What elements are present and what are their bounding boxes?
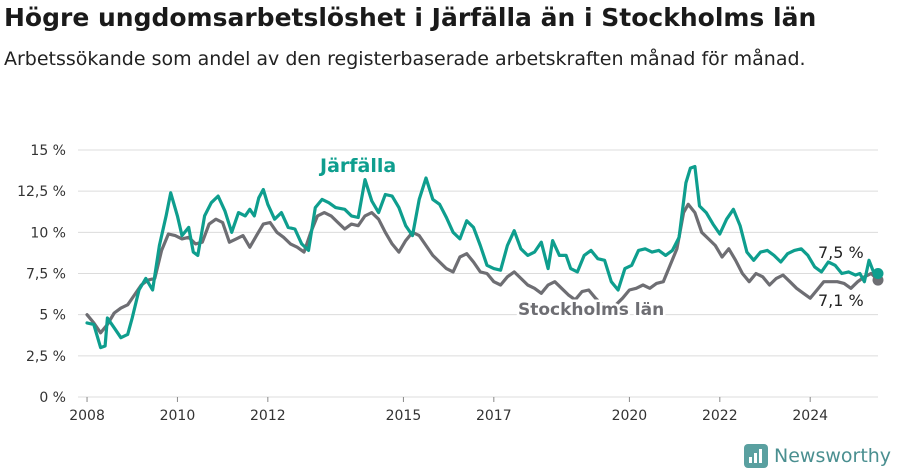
series-lines	[85, 164, 884, 350]
y-tick-label: 2,5 %	[26, 349, 66, 365]
x-tick-label: 2010	[160, 408, 196, 424]
x-tick-label: 2015	[386, 408, 422, 424]
x-tick-label: 2012	[250, 408, 286, 424]
x-tick-label: 2017	[476, 408, 512, 424]
series-label-jarfalla: Järfälla	[318, 155, 396, 177]
x-tick-label: 2022	[702, 408, 738, 424]
y-tick-label: 7,5 %	[26, 267, 66, 283]
series-line-stockholm	[85, 202, 880, 335]
end-point-jarfalla	[872, 268, 884, 279]
brand-name: Newsworthy	[774, 445, 892, 467]
end-label-stockholm: 7,1 %	[818, 291, 864, 310]
newsworthy-brand: Newsworthy	[744, 441, 891, 471]
series-label-stockholm: Stockholms län	[518, 300, 664, 320]
y-tick-label: 15 %	[30, 143, 66, 159]
y-axis-ticks: 0 % 2,5 % 5 % 7,5 % 10 % 12,5 % 15 %	[17, 143, 66, 406]
chart-subtitle: Arbetssökande som andel av den registerb…	[4, 48, 806, 70]
x-tick-label: 2024	[792, 408, 828, 424]
end-label-jarfalla: 7,5 %	[818, 243, 864, 262]
x-tick-label: 2020	[612, 408, 648, 424]
y-tick-label: 12,5 %	[17, 184, 66, 200]
newsworthy-logo-icon	[744, 444, 768, 468]
x-tick-label: 2008	[69, 408, 105, 424]
x-axis-ticks: 2008 2010 2012 2015 2017 2020 2022 2024	[69, 397, 828, 424]
series-line-jarfalla	[85, 164, 880, 350]
chart-title: Högre ungdomsarbetslöshet i Järfälla än …	[4, 3, 817, 32]
series-label-stockholm-halo: Stockholms län	[518, 300, 664, 320]
y-tick-label: 0 %	[39, 390, 66, 406]
grid-lines	[78, 149, 878, 398]
y-tick-label: 5 %	[39, 308, 66, 324]
y-tick-label: 10 %	[30, 225, 66, 241]
